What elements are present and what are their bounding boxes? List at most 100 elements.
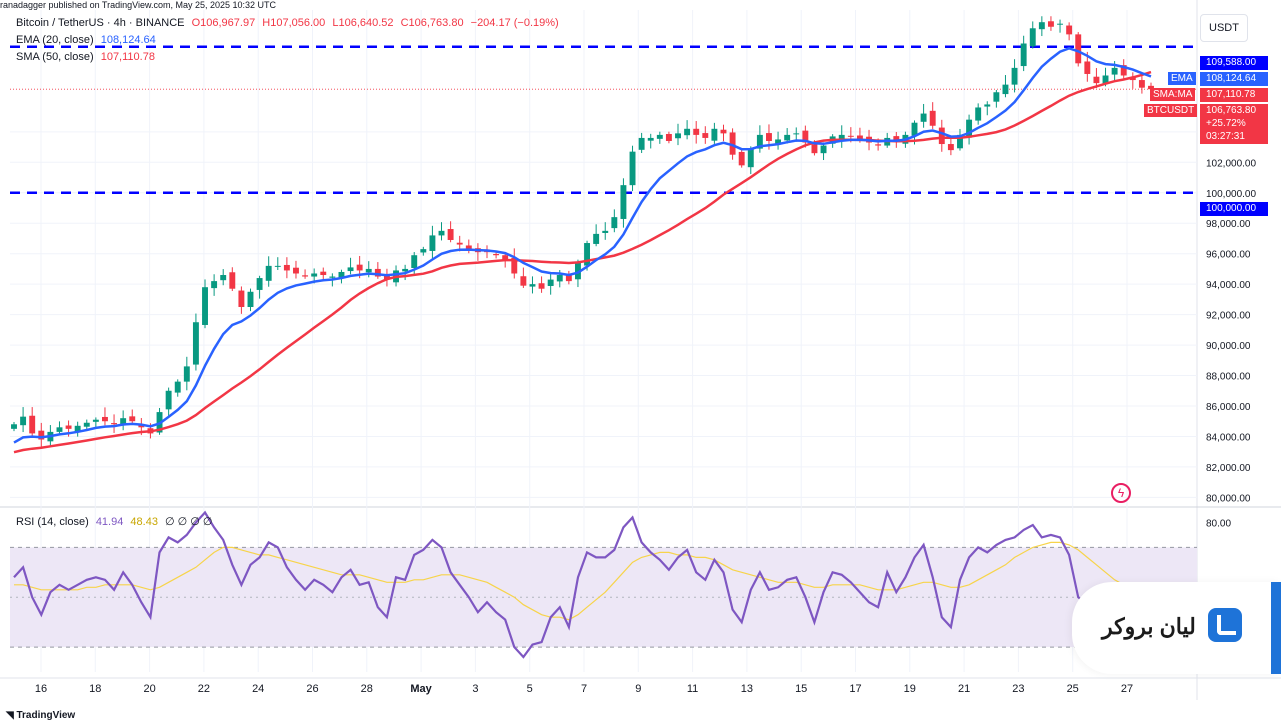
- candle-body: [320, 271, 327, 276]
- candle-body: [593, 233, 600, 244]
- brand-logo-icon: [1208, 608, 1242, 642]
- rsi-band: [10, 546, 1197, 648]
- candle-body: [102, 416, 108, 422]
- ema-name-tag: EMA: [1168, 72, 1196, 85]
- candle-body: [893, 136, 900, 141]
- grid: [0, 0, 1281, 700]
- x-tick-label: 17: [849, 683, 861, 695]
- candle-body: [1102, 75, 1109, 85]
- currency-button[interactable]: USDT: [1200, 14, 1248, 42]
- rsi-lines: [13, 510, 1152, 659]
- candle-body: [647, 137, 654, 141]
- candle-body: [929, 110, 936, 126]
- candle-body: [920, 113, 927, 122]
- brand-text: لیان بروکر: [1102, 614, 1196, 639]
- legend-ohlc: Bitcoin / TetherUS · 4h · BINANCE O106,9…: [16, 17, 563, 29]
- candle-body: [20, 416, 27, 426]
- tradingview-logo: ◥ TradingView: [6, 710, 75, 721]
- legend-sma[interactable]: SMA (50, close) 107,110.78: [16, 51, 159, 63]
- x-tick-label: 18: [89, 683, 101, 695]
- y-tick-label: 100,000.00: [1206, 189, 1256, 200]
- candle-body: [374, 268, 381, 277]
- sma-line: [13, 70, 1152, 454]
- x-tick-label: 24: [252, 683, 264, 695]
- candle-body: [65, 425, 72, 429]
- candle-body: [1148, 85, 1154, 90]
- x-tick-label: 19: [904, 683, 916, 695]
- candle-body: [192, 322, 199, 365]
- candle-body: [820, 145, 827, 154]
- candle-body: [529, 284, 536, 287]
- candle-body: [1129, 77, 1136, 81]
- x-tick-label: 3: [472, 683, 478, 695]
- candle-body: [847, 135, 854, 137]
- candle-body: [411, 255, 418, 269]
- candle-body: [966, 119, 973, 138]
- x-tick-label: 25: [1067, 683, 1079, 695]
- candle-body: [420, 249, 427, 253]
- tradingview-label: TradingView: [16, 710, 76, 721]
- candle-body: [938, 127, 945, 145]
- candle-body: [183, 366, 190, 382]
- candle-body: [120, 418, 127, 425]
- candle-body: [947, 144, 954, 151]
- candle-body: [638, 137, 645, 150]
- candle-body: [447, 229, 454, 240]
- candle-body: [1029, 28, 1036, 47]
- x-tick-label: 7: [581, 683, 587, 695]
- candle-body: [729, 132, 736, 155]
- legend-open: O106,967.97: [191, 17, 256, 29]
- legend-ema[interactable]: EMA (20, close) 108,124.64: [16, 34, 160, 46]
- candle-body: [238, 290, 245, 307]
- publish-note: ranadagger published on TradingView.com,…: [0, 0, 277, 10]
- candle-body: [1093, 76, 1100, 84]
- candle-body: [11, 424, 17, 429]
- candle-body: [856, 135, 863, 140]
- candle-body: [957, 134, 963, 149]
- sma-price-tag: 107,110.78: [1200, 88, 1268, 102]
- legend-rsi[interactable]: RSI (14, close) 41.94 48.43 ∅ ∅ ∅ ∅: [16, 515, 217, 528]
- candle-body: [984, 104, 991, 107]
- legend-symbol: Bitcoin / TetherUS · 4h · BINANCE: [16, 17, 185, 29]
- lightning-icon[interactable]: ϟ: [1111, 483, 1131, 503]
- candle-body: [1002, 84, 1009, 95]
- y-tick-label: 92,000.00: [1206, 311, 1251, 322]
- candle-body: [220, 275, 227, 281]
- candle-body: [520, 276, 527, 286]
- candle-body: [565, 275, 572, 282]
- candle-body: [311, 273, 318, 277]
- candle-body: [329, 276, 336, 278]
- x-tick-label: 27: [1121, 683, 1133, 695]
- candle-body: [347, 267, 354, 272]
- candle-body: [538, 283, 545, 289]
- candle-body: [1020, 43, 1027, 67]
- sma-value: 107,110.78: [100, 51, 155, 63]
- candle-body: [720, 129, 727, 134]
- candle-body: [465, 245, 472, 250]
- sma-label: SMA (50, close): [16, 51, 94, 63]
- candle-body: [1011, 67, 1018, 85]
- candle-body: [402, 268, 409, 272]
- legend-low: L106,640.52: [332, 17, 394, 29]
- candle-body: [620, 185, 627, 219]
- ema-line: [13, 46, 1152, 444]
- candle-body: [302, 275, 309, 277]
- y-tick-label: 88,000.00: [1206, 372, 1251, 383]
- candle-body: [174, 381, 181, 393]
- candle-body: [29, 415, 36, 434]
- x-tick-label: 11: [687, 683, 698, 695]
- candle-body: [338, 271, 345, 278]
- candle-body: [1038, 22, 1045, 30]
- candle-body: [293, 267, 299, 274]
- x-tick-label: 20: [143, 683, 155, 695]
- candle-body: [365, 268, 372, 273]
- candle-body: [693, 128, 700, 135]
- candle-body: [656, 134, 663, 139]
- candle-body: [738, 151, 745, 166]
- candle-body: [784, 134, 791, 141]
- rsi-extra: ∅ ∅ ∅ ∅: [165, 516, 213, 528]
- candle-body: [1066, 25, 1073, 35]
- time-axis: 16 18 20 22 24 26 28 May 3 5 7 9 11 13 15 17 19 21 23 25 27: [35, 683, 1133, 695]
- x-tick-label: 9: [635, 683, 641, 695]
